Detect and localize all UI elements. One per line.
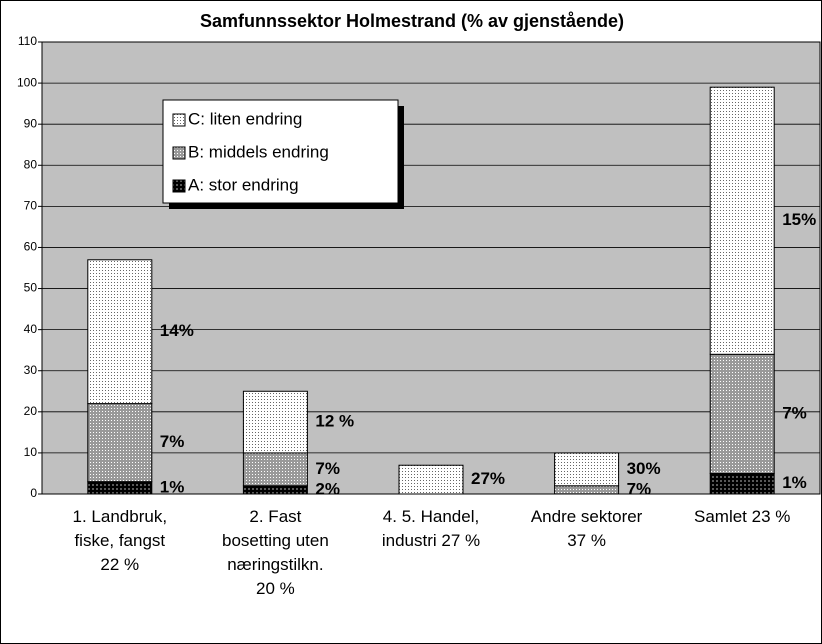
segment-annotation: 12 % bbox=[315, 412, 354, 431]
y-tick-label: 110 bbox=[18, 34, 37, 48]
bar-segment bbox=[242, 485, 308, 495]
y-tick-label: 80 bbox=[24, 157, 38, 171]
segment-annotation: 2% bbox=[315, 479, 340, 498]
y-tick-label: 30 bbox=[24, 363, 38, 377]
x-tick-label: 1. Landbruk, fiske, fangst 22 % bbox=[73, 507, 168, 574]
bar-segment bbox=[87, 403, 153, 483]
y-tick-label: 20 bbox=[24, 404, 38, 418]
bar-segment bbox=[398, 464, 464, 495]
legend-label: A: stor endring bbox=[188, 175, 299, 194]
chart-title: Samfunnssektor Holmestrand (% av gjenstå… bbox=[200, 11, 624, 31]
x-tick-label: Andre sektorer 37 % bbox=[531, 507, 643, 550]
y-tick-label: 0 bbox=[30, 486, 37, 500]
bar-segment bbox=[554, 452, 620, 487]
bar-segment bbox=[87, 481, 153, 495]
plot-area bbox=[41, 41, 821, 495]
y-tick-label: 60 bbox=[24, 240, 38, 254]
segment-annotation: 7% bbox=[782, 403, 807, 422]
x-tick-label: Samlet 23 % bbox=[694, 507, 790, 526]
bar-segment bbox=[709, 472, 775, 495]
segment-annotation: 7% bbox=[627, 479, 652, 498]
segment-annotation: 30% bbox=[627, 459, 661, 478]
x-tick-label: 2. Fast bosetting uten næringstilkn. 20 % bbox=[222, 507, 329, 598]
legend-swatch bbox=[172, 146, 186, 160]
bar-segment bbox=[709, 353, 775, 474]
segment-annotation: 14% bbox=[160, 321, 194, 340]
segment-annotation: 7% bbox=[160, 432, 185, 451]
bar-segment bbox=[87, 259, 153, 405]
bar-segment bbox=[554, 485, 620, 495]
legend bbox=[162, 99, 399, 204]
legend-label: C: liten endring bbox=[188, 109, 302, 128]
y-tick-label: 40 bbox=[24, 322, 38, 336]
y-tick-label: 70 bbox=[24, 199, 38, 213]
legend-label: B: middels endring bbox=[188, 142, 329, 161]
bar-segment bbox=[709, 86, 775, 355]
bar-segment bbox=[242, 452, 308, 487]
segment-annotation: 1% bbox=[782, 473, 807, 492]
y-tick-label: 10 bbox=[24, 445, 38, 459]
segment-annotation: 15% bbox=[782, 210, 816, 229]
y-tick-label: 90 bbox=[24, 116, 38, 130]
x-tick-label: 4. 5. Handel, industri 27 % bbox=[382, 507, 480, 550]
bar-segment bbox=[242, 390, 308, 454]
segment-annotation: 7% bbox=[315, 459, 340, 478]
segment-annotation: 27% bbox=[471, 469, 505, 488]
legend-swatch bbox=[172, 113, 186, 127]
legend-swatch bbox=[172, 179, 186, 193]
segment-annotation: 1% bbox=[160, 477, 185, 496]
y-tick-label: 50 bbox=[24, 281, 38, 295]
y-tick-label: 100 bbox=[17, 75, 37, 89]
